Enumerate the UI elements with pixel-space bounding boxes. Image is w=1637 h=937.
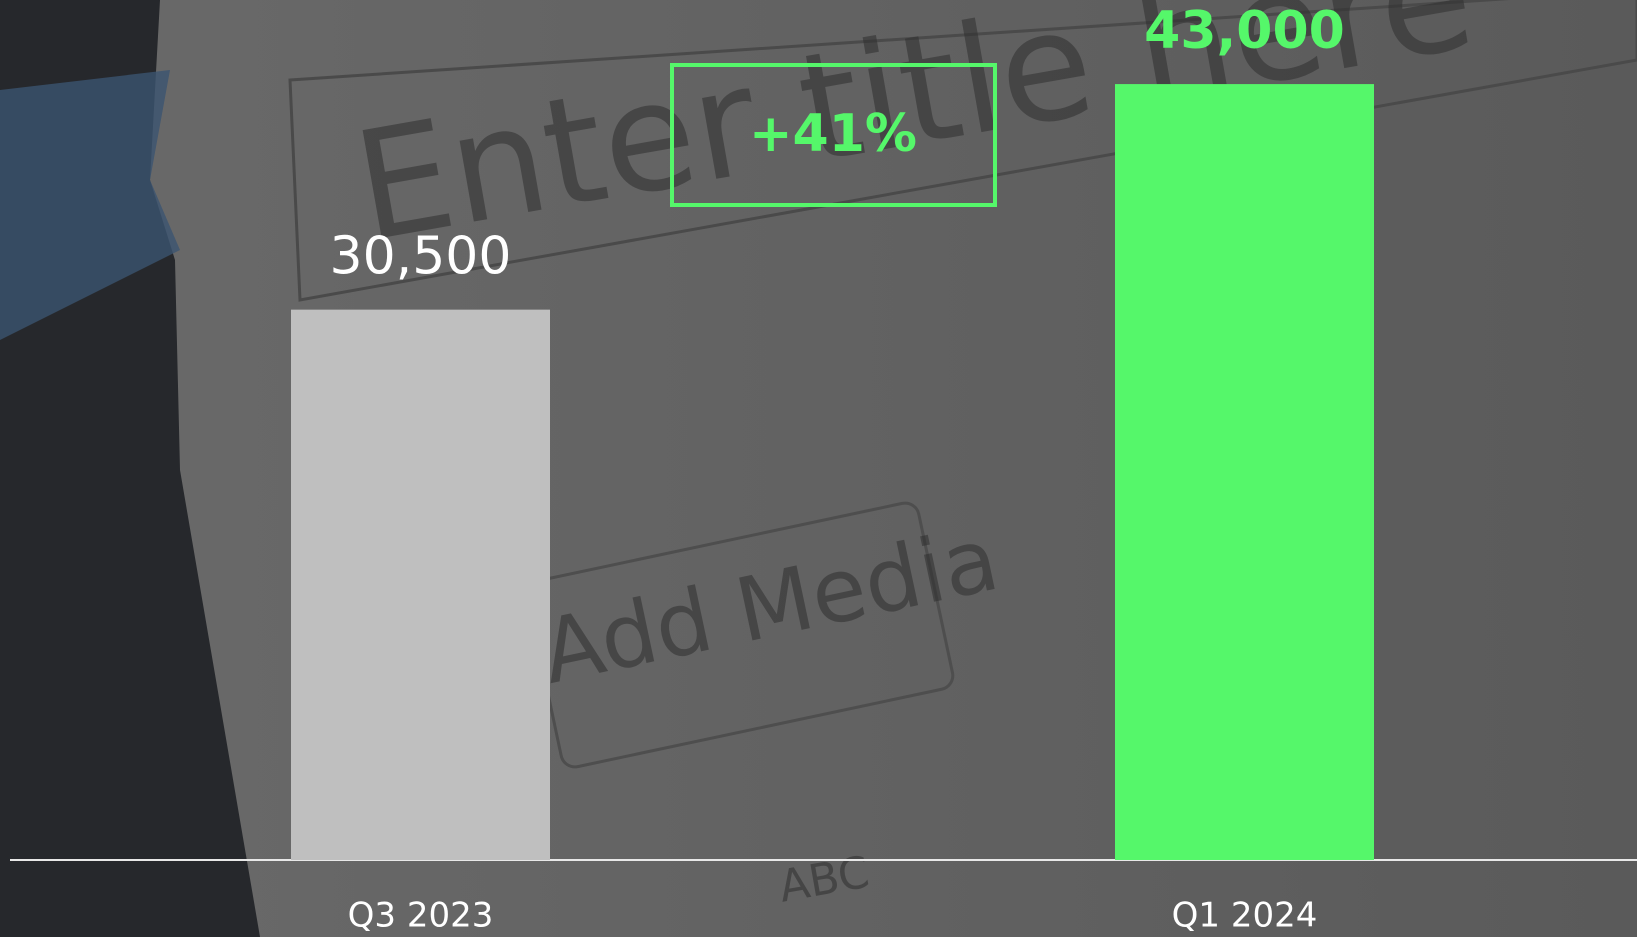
bar: [291, 310, 550, 860]
page: Enter title here Add Media ABC +41% 30,5…: [0, 0, 1637, 937]
value-label: 30,500: [330, 227, 512, 287]
bar: [1115, 84, 1374, 860]
x-tick-label: Q1 2024: [1172, 896, 1318, 936]
value-label: 43,000: [1144, 1, 1345, 61]
annotation: +41%: [749, 104, 917, 164]
chart: Enter title here Add Media ABC +41% 30,5…: [0, 0, 1637, 937]
x-tick-label: Q3 2023: [348, 896, 494, 936]
